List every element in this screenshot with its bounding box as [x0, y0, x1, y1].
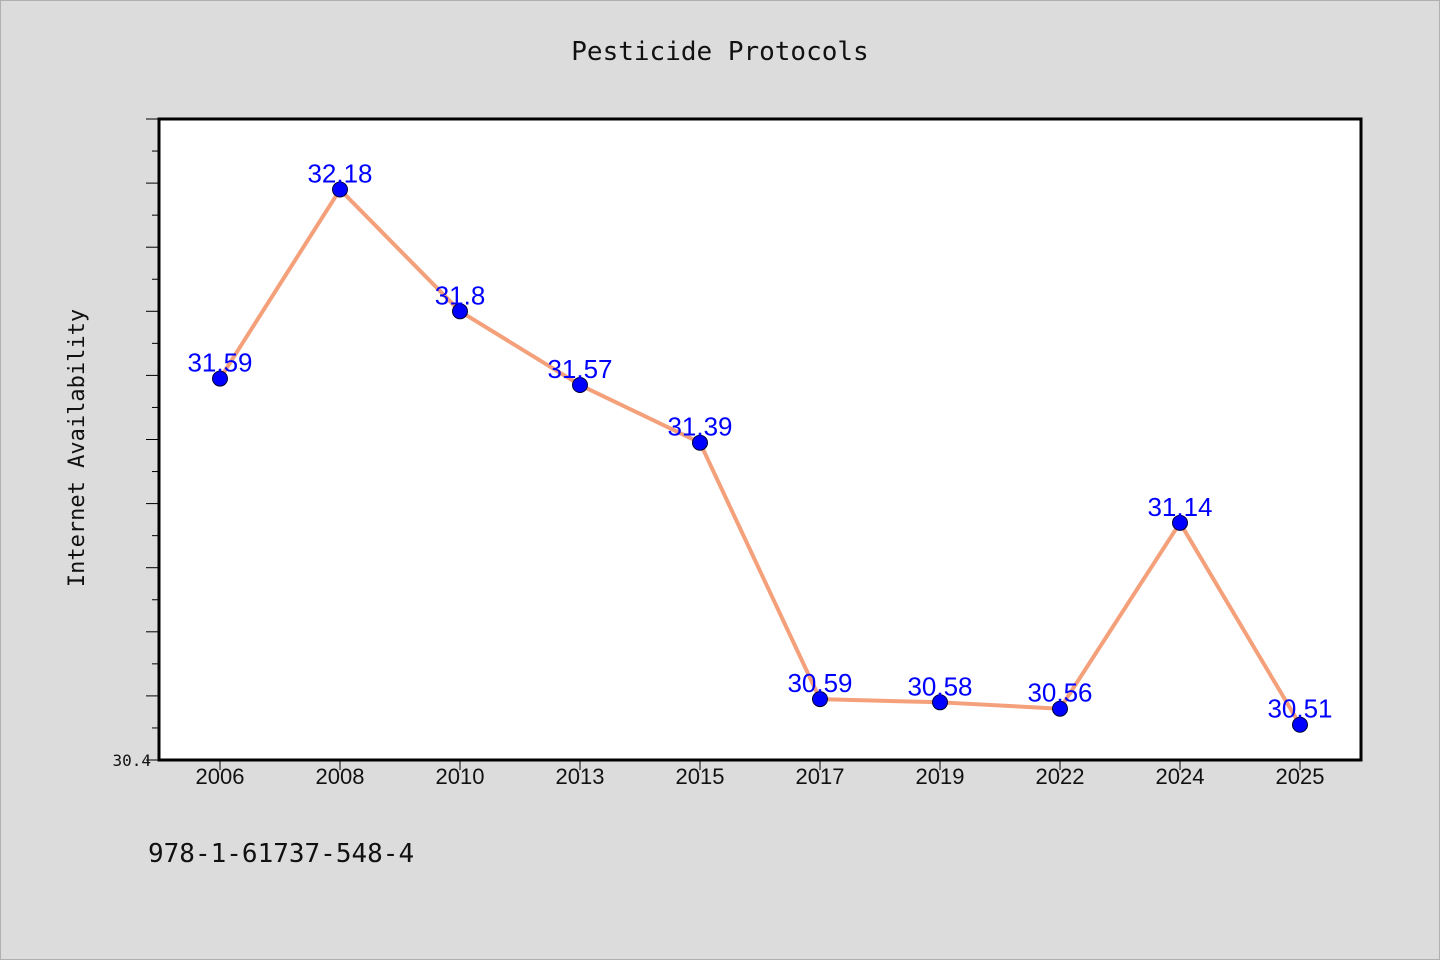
- data-label: 30.59: [787, 668, 852, 698]
- data-point: [812, 691, 828, 708]
- data-point: [572, 377, 588, 394]
- data-point: [932, 694, 948, 711]
- data-point: [1052, 700, 1068, 717]
- chart-title: Pesticide Protocols: [571, 37, 868, 67]
- data-point: [1292, 716, 1308, 733]
- data-label: 30.58: [907, 671, 972, 701]
- data-point: [212, 370, 228, 387]
- data-point: [332, 181, 348, 198]
- x-tick-label: 2022: [1036, 764, 1085, 789]
- x-axis-ticks: 2006 2008 2010 2013 2015 2017 2019 2022 2024 2025: [196, 760, 1325, 789]
- x-tick-label: 2025: [1276, 764, 1325, 789]
- x-tick-label: 2024: [1156, 764, 1205, 789]
- data-label: 31.59: [187, 348, 252, 378]
- data-markers: [212, 181, 1308, 733]
- data-point: [452, 303, 468, 320]
- x-tick-label: 2006: [196, 764, 245, 789]
- x-tick-label: 2015: [676, 764, 725, 789]
- x-tick-label: 2008: [316, 764, 365, 789]
- y-tick-label: 30.4: [112, 751, 151, 770]
- data-label: 32.18: [307, 159, 372, 189]
- data-point: [1172, 514, 1188, 531]
- data-label: 30.56: [1027, 678, 1092, 708]
- data-label: 31.39: [667, 412, 732, 442]
- data-label: 30.51: [1267, 694, 1332, 724]
- y-axis-ticks: 30.4: [112, 118, 159, 770]
- y-axis-label: Internet Availability: [65, 309, 90, 587]
- data-point: [692, 434, 708, 451]
- plot-area: [157, 117, 1363, 762]
- x-tick-label: 2017: [796, 764, 845, 789]
- x-tick-label: 2010: [436, 764, 485, 789]
- data-label: 31.14: [1147, 492, 1212, 522]
- x-tick-label: 2019: [916, 764, 965, 789]
- data-label: 31.8: [435, 280, 486, 310]
- data-labels: 31.59 32.18 31.8 31.57 31.39 30.59 30.58 30.56 3…: [187, 159, 1332, 724]
- data-label: 31.57: [547, 354, 612, 384]
- isbn-text: 978-1-61737-548-4: [148, 839, 414, 869]
- series-line: [218, 187, 1302, 726]
- x-tick-label: 2013: [556, 764, 605, 789]
